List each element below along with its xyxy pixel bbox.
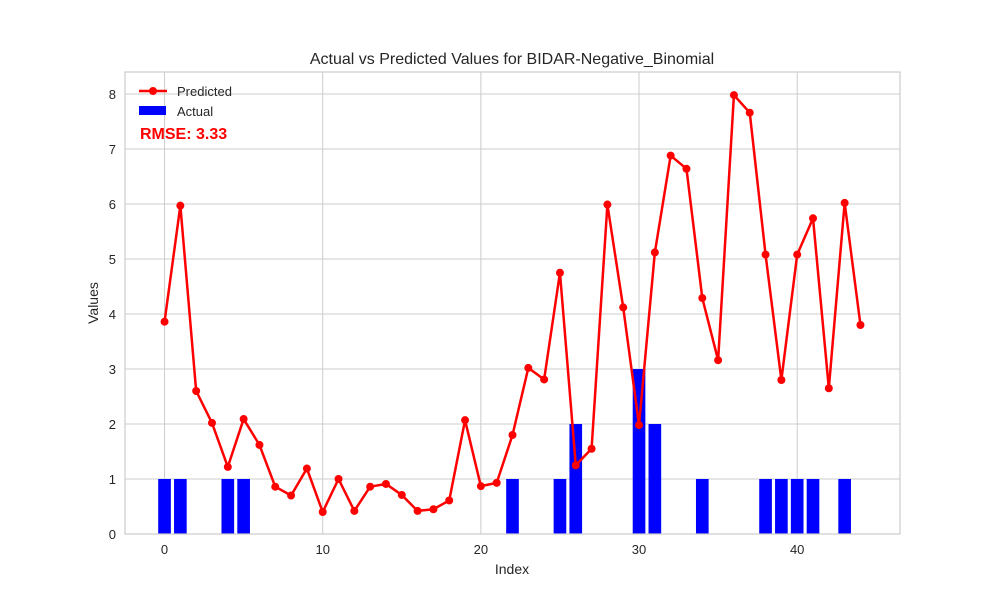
bar-series-actual	[158, 369, 851, 534]
predicted-point	[777, 376, 786, 384]
legend-predicted-marker	[149, 87, 157, 95]
predicted-point	[587, 444, 596, 453]
predicted-point	[793, 250, 802, 259]
x-tick-label: 0	[161, 542, 168, 557]
y-axis-label: Values	[85, 282, 101, 324]
predicted-point	[571, 461, 580, 470]
predicted-point	[223, 462, 232, 471]
line-series-predicted	[160, 91, 865, 516]
bar-actual	[695, 479, 709, 534]
legend-predicted-label: Predicted	[177, 84, 232, 99]
predicted-point	[714, 356, 723, 365]
predicted-point	[650, 248, 659, 257]
predicted-point	[271, 482, 280, 491]
predicted-point	[255, 440, 264, 449]
predicted-point	[160, 317, 169, 326]
y-tick-label: 4	[109, 307, 116, 322]
predicted-point	[824, 384, 833, 393]
predicted-point	[207, 418, 216, 427]
bar-actual	[790, 479, 804, 534]
x-tick-label: 20	[474, 542, 488, 557]
legend: Predicted Actual	[139, 84, 232, 119]
predicted-point	[287, 491, 296, 500]
predicted-point	[809, 214, 818, 223]
predicted-point	[540, 375, 549, 384]
predicted-point	[698, 294, 707, 303]
predicted-point	[635, 421, 644, 430]
predicted-point	[761, 250, 770, 259]
bar-actual	[506, 479, 519, 534]
y-tick-label: 6	[109, 197, 116, 212]
y-tick-label: 3	[109, 362, 116, 377]
bar-actual	[174, 479, 187, 534]
predicted-point	[350, 506, 359, 515]
predicted-point	[445, 496, 454, 505]
bar-actual	[158, 479, 171, 534]
legend-actual-label: Actual	[177, 104, 213, 119]
y-tick-label: 2	[109, 417, 116, 432]
x-tick-label: 40	[790, 542, 804, 557]
bar-actual	[237, 479, 250, 534]
plot-frame	[124, 71, 901, 535]
predicted-point	[334, 475, 343, 483]
predicted-point	[318, 508, 327, 516]
x-tick-label: 10	[315, 542, 329, 557]
predicted-point	[840, 198, 849, 207]
y-tick-label: 0	[109, 527, 116, 542]
predicted-point	[461, 416, 470, 425]
bar-actual	[648, 424, 662, 534]
predicted-point	[603, 200, 612, 209]
rmse-annotation: RMSE: 3.33	[140, 126, 227, 143]
predicted-point	[302, 464, 311, 473]
predicted-point	[366, 482, 375, 491]
predicted-point	[729, 91, 738, 100]
chart-title: Actual vs Predicted Values for BIDAR-Neg…	[310, 51, 714, 68]
predicted-point	[745, 108, 754, 117]
bar-actual	[553, 479, 567, 534]
x-axis-label: Index	[495, 561, 529, 577]
x-tick-label: 30	[632, 542, 646, 557]
bar-actual	[775, 479, 788, 534]
bar-actual	[838, 479, 851, 534]
plot-area	[125, 72, 900, 534]
y-tick-label: 5	[109, 252, 116, 267]
bar-actual	[221, 479, 235, 534]
legend-actual-swatch	[139, 106, 166, 115]
predicted-point	[192, 387, 201, 395]
bar-actual	[759, 479, 772, 534]
predicted-point	[856, 321, 865, 329]
bar-actual	[806, 479, 820, 534]
predicted-point	[476, 482, 485, 491]
y-tick-labels: 0 1 2 3 4 5 6 7 8	[109, 87, 116, 542]
predicted-point	[619, 303, 628, 312]
x-tick-labels: 0 10 20 30 40	[161, 542, 805, 557]
predicted-point	[492, 478, 501, 487]
predicted-point	[682, 164, 691, 173]
predicted-point	[524, 363, 533, 372]
predicted-point	[381, 479, 390, 488]
predicted-point	[413, 506, 422, 515]
predicted-point	[429, 505, 438, 514]
predicted-point	[666, 151, 675, 160]
y-tick-label: 7	[109, 142, 116, 157]
predicted-point	[176, 201, 185, 210]
bar-actual	[569, 424, 583, 534]
predicted-point	[508, 431, 517, 439]
predicted-point	[555, 268, 564, 277]
predicted-point	[239, 415, 248, 424]
y-tick-label: 1	[109, 472, 116, 487]
predicted-point	[397, 490, 406, 499]
y-tick-label: 8	[109, 87, 116, 102]
